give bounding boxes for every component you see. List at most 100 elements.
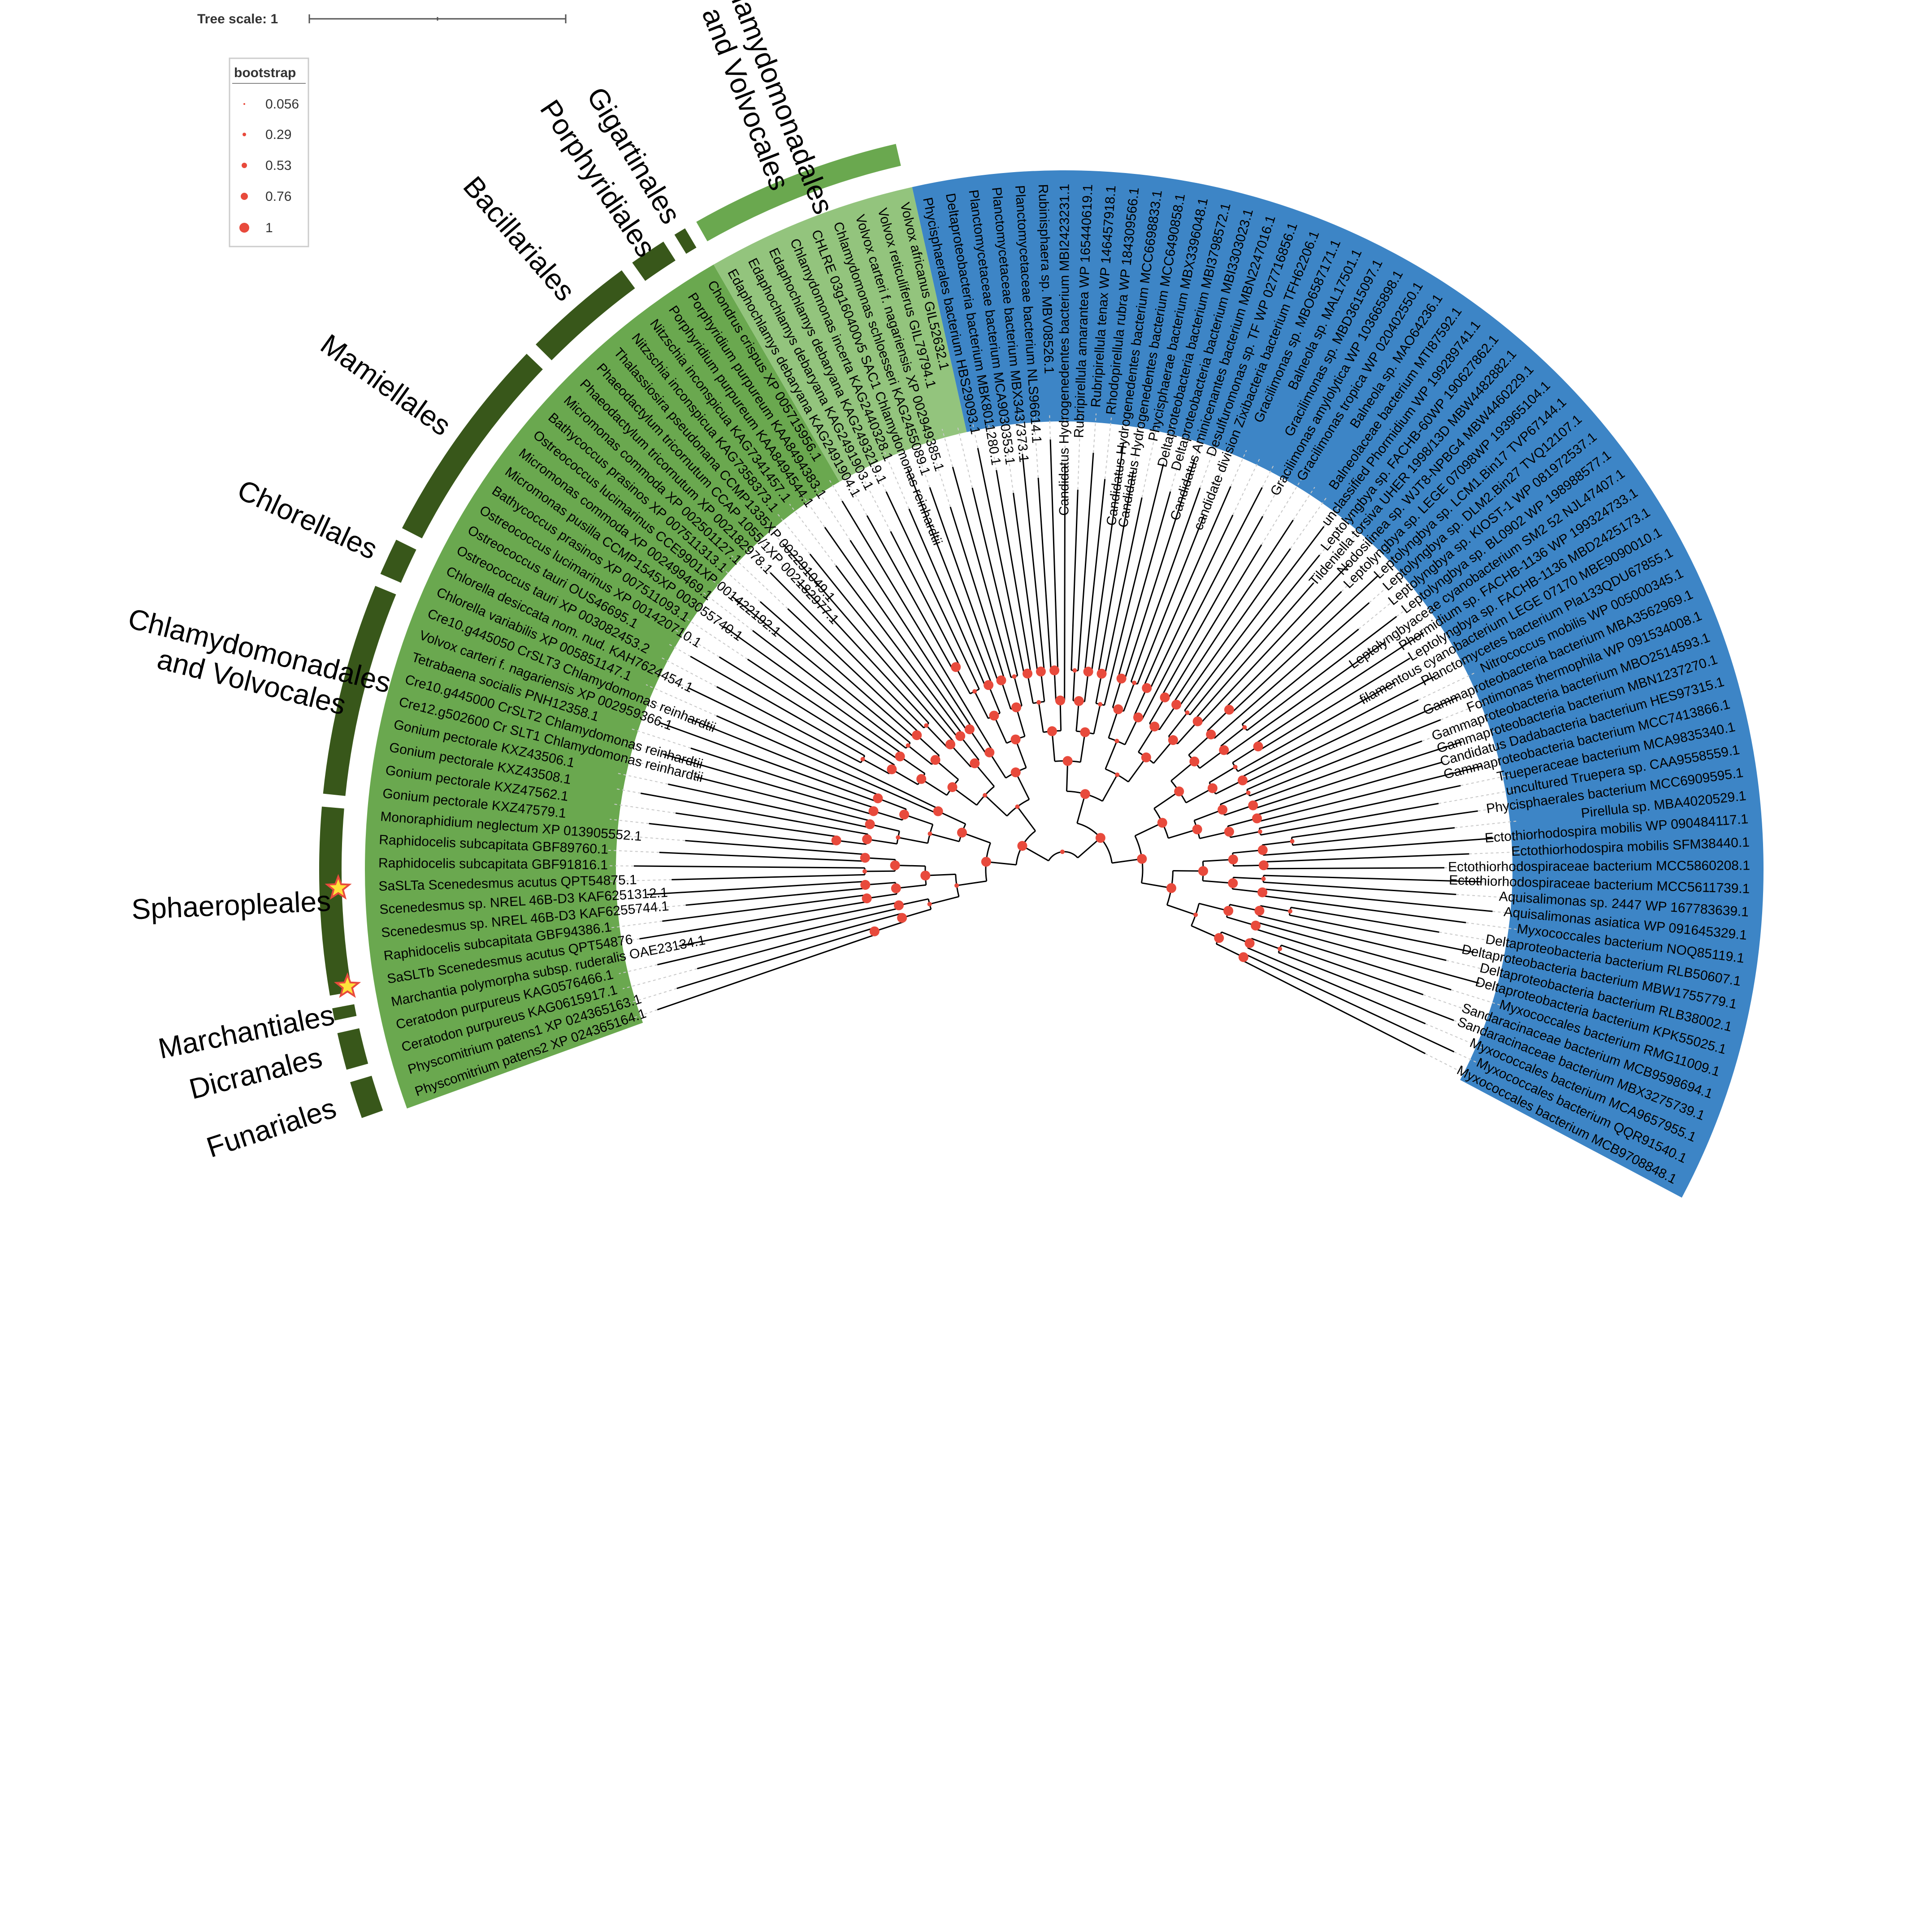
leaf-guide-25 (667, 642, 691, 657)
branch-line-260 (1209, 766, 1236, 784)
leaf-guide-67 (1203, 444, 1233, 516)
legend-title: bootstrap (234, 65, 296, 80)
branch-line-285 (1227, 818, 1257, 827)
branch-line-135 (988, 684, 1001, 714)
bootstrap-dot-28 (912, 730, 922, 741)
branch-line-172 (1049, 439, 1059, 671)
bootstrap-dot-72 (1192, 716, 1203, 727)
branch-line-40 (659, 852, 865, 862)
bootstrap-dot-86 (1174, 786, 1184, 797)
bootstrap-dot-59 (1098, 702, 1103, 707)
branch-line-213 (1141, 487, 1263, 720)
bootstrap-dot-48 (1017, 841, 1027, 851)
leaf-guide-3 (619, 964, 658, 975)
branch-line-100 (759, 601, 915, 738)
bootstrap-dot-107 (1278, 946, 1283, 951)
branch-line-79 (921, 778, 948, 796)
branch-line-214 (1127, 757, 1147, 783)
branch-line-267 (1215, 780, 1243, 795)
highlight-stars (325, 874, 361, 998)
branch-line-96 (752, 630, 906, 749)
leaf-label: Ectothiorhodospiraceae bacterium MCC5860… (1448, 858, 1750, 875)
branch-line-48 (867, 838, 897, 845)
order-label: Funariales (203, 1092, 340, 1164)
legend-label-2: 0.53 (265, 158, 291, 173)
branch-line-38 (865, 857, 896, 861)
branch-line-266 (1237, 682, 1395, 772)
bootstrap-dot-5 (860, 880, 871, 890)
branch-line-341 (1281, 944, 1424, 996)
branch-line-201 (1117, 491, 1171, 678)
branch-line-319 (1261, 895, 1466, 923)
branch-line-203 (1123, 682, 1135, 712)
leaf-guide-40 (828, 477, 843, 502)
branch-line-293 (1141, 882, 1172, 889)
branch-line-110 (782, 543, 954, 742)
branch-line-18 (657, 907, 900, 966)
branch-line-242 (1170, 761, 1195, 782)
leaf-guide-42 (855, 463, 891, 532)
bootstrap-dot-98 (1228, 854, 1238, 865)
leaf-guide-77 (1313, 524, 1365, 583)
bootstrap-dot-105 (1251, 920, 1261, 931)
leaf-guide-39 (815, 486, 851, 541)
leaf-guide-36 (777, 513, 810, 554)
branch-line-292 (1260, 803, 1439, 836)
bootstrap-dot-24 (887, 764, 897, 775)
bootstrap-dot-96 (1257, 845, 1268, 855)
leaf-guide-101 (1469, 851, 1521, 854)
branch-line-281 (1252, 740, 1422, 803)
leaf-guide-68 (1230, 450, 1247, 487)
leaf-guide-20 (634, 713, 660, 723)
branch-line-205 (1130, 487, 1201, 682)
band-green (364, 264, 840, 1109)
order-label-line: Sphaeropleales (131, 885, 331, 926)
branch-line-226 (1153, 740, 1174, 764)
leaf-guide-46 (912, 438, 930, 488)
bootstrap-dot-12 (831, 835, 841, 845)
bootstrap-dot-75 (1115, 772, 1120, 777)
branch-line-251 (1199, 749, 1225, 769)
bootstrap-dot-4 (862, 893, 872, 904)
bootstrap-dot-43 (1012, 674, 1017, 679)
bootstrap-dot-109 (1238, 952, 1248, 962)
bootstrap-dot-90 (1252, 813, 1262, 823)
branch-line-288 (1257, 765, 1482, 823)
branch-line-72 (688, 687, 940, 810)
branch-line-234 (1194, 582, 1314, 720)
leaf-guide-lines (607, 412, 1521, 1078)
branch-line-335 (1191, 925, 1219, 939)
branch-line-153 (1066, 761, 1069, 792)
bootstrap-dot-76 (1080, 789, 1090, 799)
branch-line-13 (657, 934, 876, 1010)
branch-line-11 (874, 921, 904, 932)
leaf-guide-26 (675, 629, 720, 658)
leaf-guide-6 (611, 921, 663, 928)
leaf-guide-116 (1425, 1053, 1472, 1078)
branch-line-309 (1263, 867, 1444, 870)
bootstrap-dot-93 (1192, 824, 1202, 835)
bootstrap-dot-81 (1189, 756, 1200, 767)
branch-line-27 (662, 894, 867, 922)
bootstrap-dot-25 (895, 751, 905, 762)
branch-line-331 (1226, 916, 1256, 927)
bootstrap-dot-77 (1224, 705, 1234, 715)
bootstrap-dot-54 (1047, 726, 1057, 736)
branch-line-192 (1104, 464, 1164, 706)
branch-line-109 (797, 580, 929, 724)
bootstrap-dot-42 (996, 675, 1006, 685)
branch-line-334 (1254, 928, 1452, 991)
branch-line-324 (1230, 904, 1260, 912)
branch-line-31 (647, 881, 865, 895)
branch-line-174 (1079, 732, 1086, 762)
branch-line-115 (1015, 772, 1030, 800)
leaf-guide-37 (789, 503, 836, 566)
leaf-guide-84 (1384, 605, 1438, 643)
branch-line-55 (870, 823, 900, 832)
leaf-guide-64 (1170, 429, 1188, 492)
leaf-guide-96 (1460, 774, 1512, 786)
branch-line-121 (824, 527, 968, 732)
order-label-line: Chlorellales (233, 473, 382, 566)
branch-line-256 (1246, 616, 1397, 731)
leaf-guide-17 (620, 758, 696, 778)
